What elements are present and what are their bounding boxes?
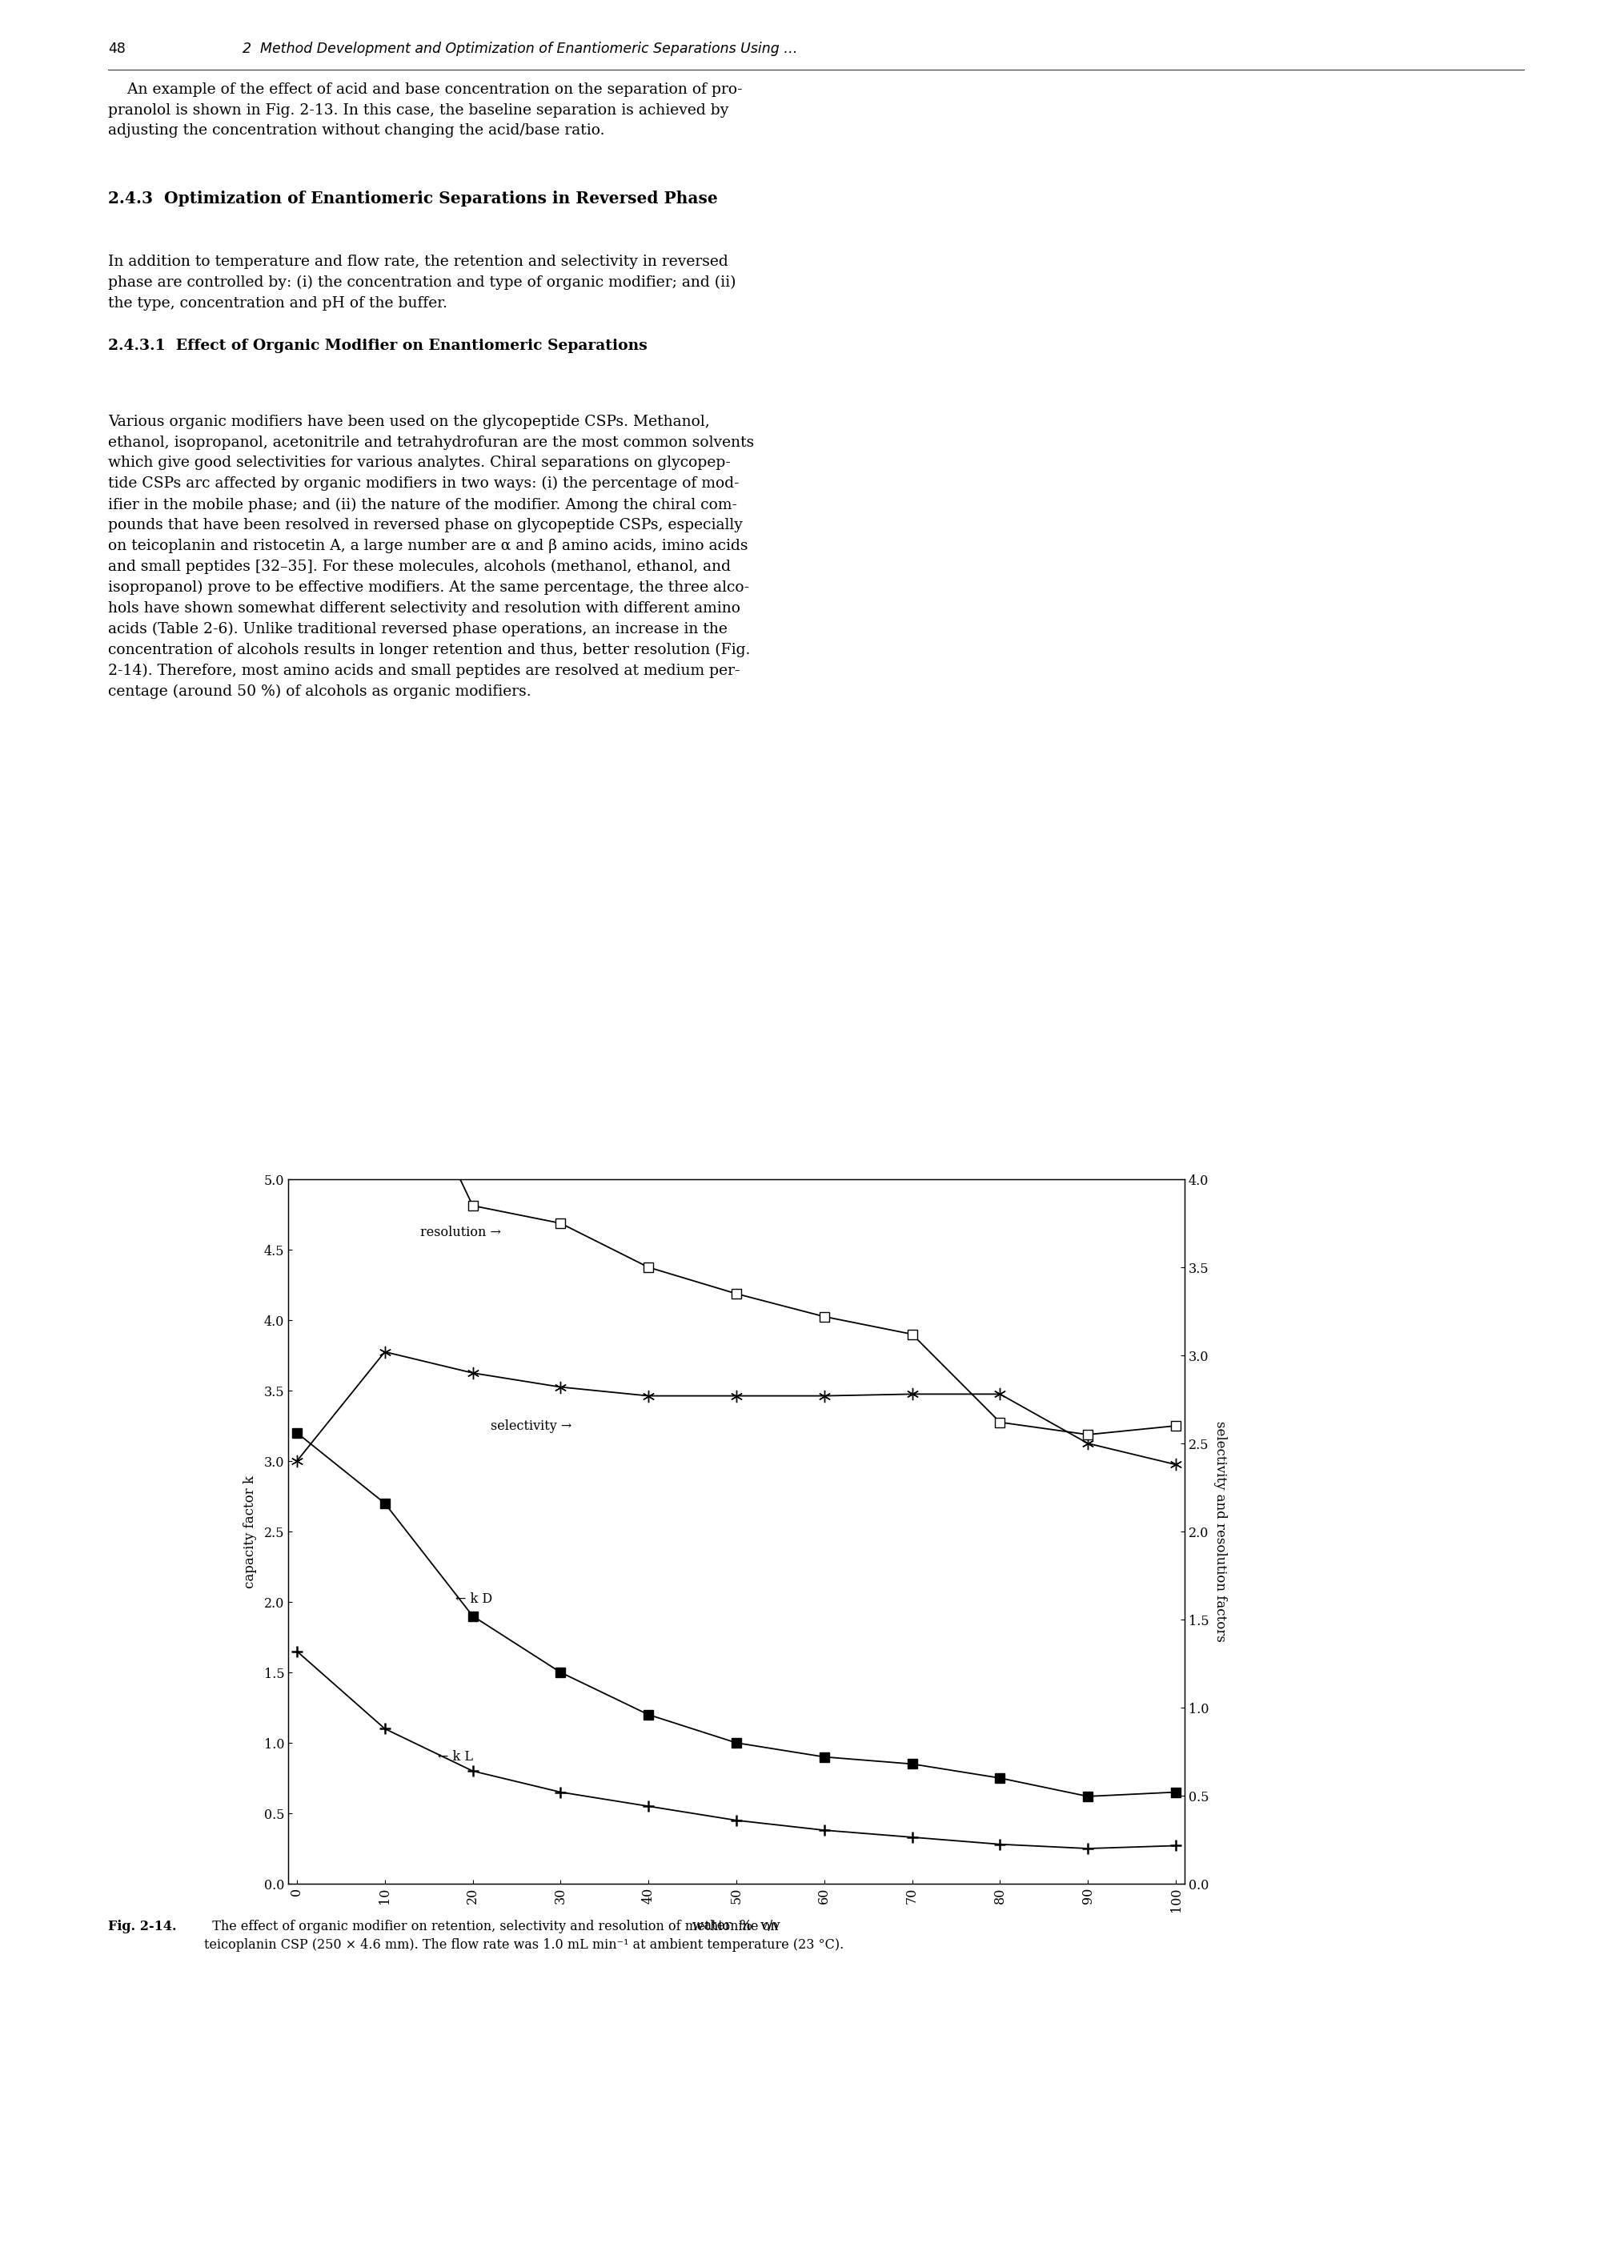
Text: ← k D: ← k D — [455, 1592, 492, 1606]
Text: An example of the effect of acid and base concentration on the separation of pro: An example of the effect of acid and bas… — [109, 82, 742, 138]
Text: In addition to temperature and flow rate, the retention and selectivity in rever: In addition to temperature and flow rate… — [109, 254, 736, 311]
Text: Fig. 2-14.: Fig. 2-14. — [109, 1919, 177, 1932]
Text: Various organic modifiers have been used on the glycopeptide CSPs. Methanol,
eth: Various organic modifiers have been used… — [109, 415, 754, 699]
Text: 2.4.3  Optimization of Enantiomeric Separations in Reversed Phase: 2.4.3 Optimization of Enantiomeric Separ… — [109, 191, 718, 206]
Text: ← k L: ← k L — [437, 1751, 473, 1765]
Y-axis label: capacity factor k: capacity factor k — [244, 1474, 257, 1588]
Text: 48: 48 — [109, 41, 125, 57]
Text: 2.4.3.1  Effect of Organic Modifier on Enantiomeric Separations: 2.4.3.1 Effect of Organic Modifier on En… — [109, 338, 648, 354]
Y-axis label: selectivity and resolution factors: selectivity and resolution factors — [1213, 1422, 1226, 1642]
Text: selectivity →: selectivity → — [490, 1420, 572, 1433]
Text: The effect of organic modifier on retention, selectivity and resolution of methi: The effect of organic modifier on retent… — [205, 1919, 844, 1953]
X-axis label: water  %  v/v: water % v/v — [692, 1919, 780, 1932]
Text: 2  Method Development and Optimization of Enantiomeric Separations Using …: 2 Method Development and Optimization of… — [242, 41, 797, 57]
Text: resolution →: resolution → — [421, 1225, 500, 1238]
